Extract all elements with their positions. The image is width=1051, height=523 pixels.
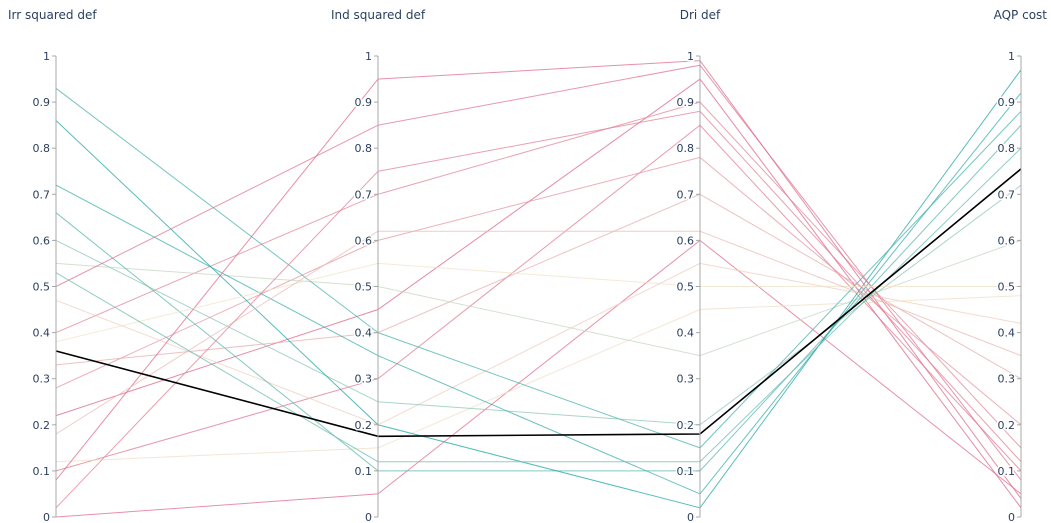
tick-label: 1 (1008, 50, 1015, 63)
axis-title: AQP cost (994, 8, 1048, 22)
data-line (55, 124, 1022, 472)
axis-2: Ind squared def 0 0.1 0.2 0.3 0.4 0.5 0.6 0.7 0.8… (331, 8, 426, 523)
tick-label: 0.5 (677, 281, 695, 294)
tick-label: 0.1 (33, 465, 51, 478)
tick-label: 0.4 (677, 327, 695, 340)
tick-label: 0.6 (33, 234, 51, 247)
tick-label: 0.7 (677, 188, 695, 201)
tick-label: 0.9 (355, 96, 373, 109)
tick-label: 0.6 (998, 234, 1016, 247)
data-line (55, 147, 1022, 463)
axis-4: AQP cost 0 0.1 0.2 0.3 0.4 0.5 0.6 0.7 0.8 0.9 1 (994, 8, 1048, 523)
axes: Irr squared def 0 0.1 0.2 0.3 0.4 0.5 0.6 0.7 0.8… (8, 8, 1047, 523)
data-line (55, 64, 1022, 481)
tick-label: 1 (687, 50, 694, 63)
data-lines (55, 60, 1022, 518)
tick-label: 0.1 (998, 465, 1016, 478)
tick-label: 0.9 (998, 96, 1016, 109)
data-line (55, 295, 1022, 463)
axis-title: Ind squared def (331, 8, 426, 22)
data-line (55, 124, 1022, 472)
tick-label: 0.4 (33, 327, 51, 340)
tick-label: 0.7 (355, 188, 373, 201)
highlighted-line-layer (55, 168, 1022, 438)
tick-label: 0.5 (998, 281, 1016, 294)
tick-label: 0.5 (33, 281, 51, 294)
tick-label: 1 (43, 50, 50, 63)
tick-label: 0.8 (998, 142, 1016, 155)
tick-label: 0.8 (355, 142, 373, 155)
tick-label: 1 (365, 50, 372, 63)
tick-label: 0.4 (355, 327, 373, 340)
axis-3: Dri def 0 0.1 0.2 0.3 0.4 0.5 0.6 0.7 0.8 0.9 1 (675, 8, 721, 523)
tick-label: 0 (365, 511, 372, 523)
data-line (55, 101, 1022, 449)
data-line (55, 69, 1022, 509)
tick-label: 0 (1008, 511, 1015, 523)
tick-label: 0.5 (355, 281, 373, 294)
data-line (55, 110, 1022, 509)
data-line (55, 60, 1022, 499)
tick-label: 0.3 (998, 373, 1016, 386)
tick-label: 0.8 (677, 142, 695, 155)
tick-label: 0.8 (33, 142, 51, 155)
tick-label: 0.2 (677, 419, 695, 432)
tick-label: 0.9 (33, 96, 51, 109)
axis-1: Irr squared def 0 0.1 0.2 0.3 0.4 0.5 0.6 0.7 0.8… (8, 8, 97, 523)
highlighted-line (55, 168, 1022, 438)
tick-label: 0.2 (998, 419, 1016, 432)
tick-label: 0.6 (355, 234, 373, 247)
tick-label: 0.7 (998, 188, 1016, 201)
tick-label: 0 (43, 511, 50, 523)
data-line (55, 156, 1022, 426)
tick-label: 0.9 (677, 96, 695, 109)
data-line (55, 239, 1022, 518)
tick-label: 0.4 (998, 327, 1016, 340)
axis-title: Dri def (680, 8, 721, 22)
tick-label: 0 (687, 511, 694, 523)
data-line (55, 262, 1021, 343)
tick-label: 0.1 (355, 465, 373, 478)
tick-label: 0.6 (677, 234, 695, 247)
tick-label: 0.3 (355, 373, 373, 386)
tick-label: 0.1 (677, 465, 695, 478)
tick-label: 0.7 (33, 188, 51, 201)
tick-label: 0.3 (677, 373, 695, 386)
data-line (55, 230, 1022, 435)
tick-label: 0.2 (355, 419, 373, 432)
axis-title: Irr squared def (8, 8, 97, 22)
tick-label: 0.3 (33, 373, 51, 386)
tick-label: 0.2 (33, 419, 51, 432)
